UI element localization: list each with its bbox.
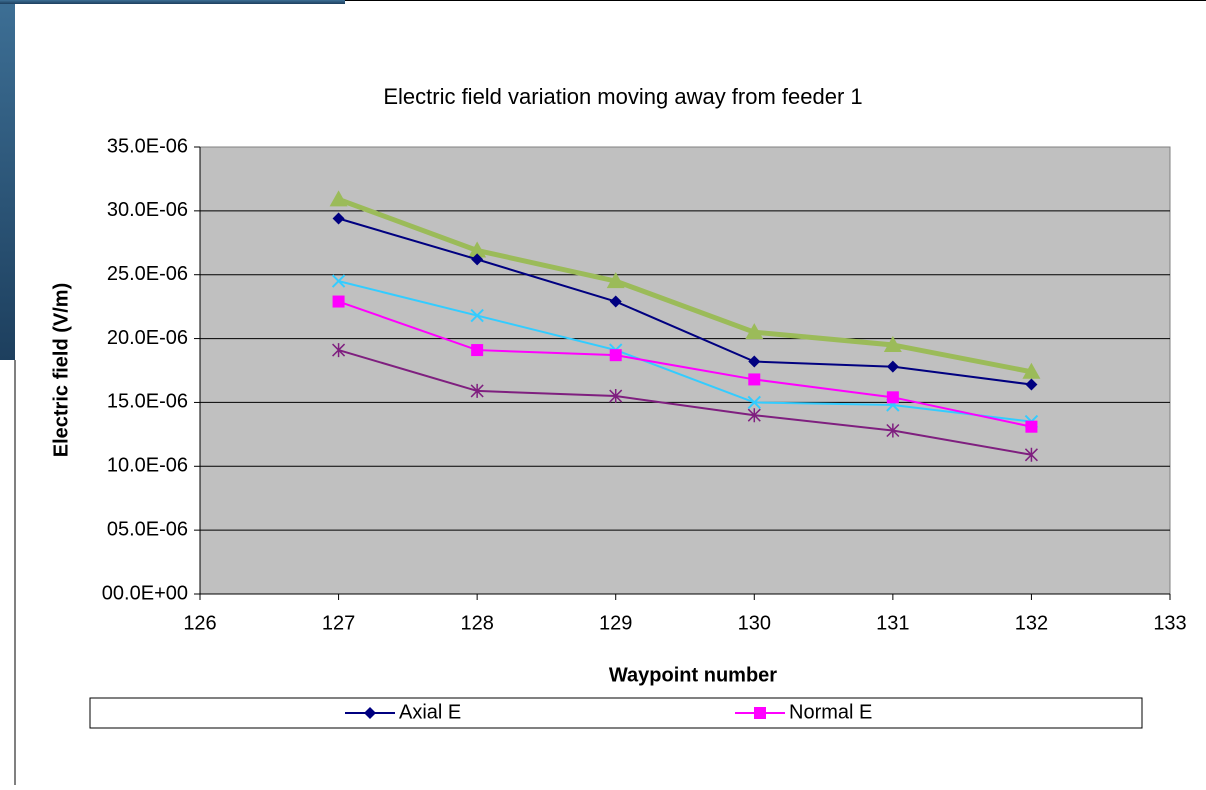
chart-title: Electric field variation moving away fro… [383, 84, 862, 109]
y-tick-label: 35.0E-06 [107, 135, 188, 157]
marker [748, 355, 761, 368]
x-tick-label: 127 [322, 612, 355, 634]
marker [468, 241, 487, 258]
marker [1022, 362, 1041, 379]
x-tick-label: 132 [1015, 612, 1048, 634]
marker [609, 295, 622, 308]
legend-entry: Normal E [735, 701, 872, 723]
legend-label: Axial E [399, 701, 461, 723]
marker [470, 308, 484, 323]
series-line [338, 280, 1032, 423]
marker [745, 323, 764, 340]
y-tick-label: 00.0E+00 [102, 582, 188, 604]
legend-label: Normal E [789, 701, 872, 723]
y-tick-label: 05.0E-06 [107, 518, 188, 540]
x-tick-label: 129 [599, 612, 632, 634]
series-line [338, 217, 1032, 386]
marker [883, 335, 902, 352]
marker [747, 395, 761, 410]
marker [748, 373, 761, 386]
marker [886, 423, 900, 438]
marker [329, 190, 348, 207]
marker [606, 272, 625, 289]
x-axis-label: Waypoint number [609, 664, 777, 686]
y-tick-label: 25.0E-06 [107, 263, 188, 285]
marker [747, 408, 761, 423]
marker [886, 360, 899, 373]
legend [89, 697, 1143, 729]
x-tick-label: 133 [1153, 612, 1186, 634]
marker [332, 343, 346, 358]
marker [332, 212, 345, 225]
series-line [338, 349, 1032, 456]
legend-entry: Axial E [345, 701, 461, 723]
series-line [338, 300, 1032, 428]
marker [1025, 420, 1038, 433]
x-tick-label: 130 [738, 612, 771, 634]
marker [470, 383, 484, 398]
marker [332, 295, 345, 308]
x-tick-label: 131 [876, 612, 909, 634]
background-image [0, 0, 15, 360]
x-tick-label: 128 [460, 612, 493, 634]
marker [886, 391, 899, 404]
marker [754, 707, 766, 719]
marker [609, 349, 622, 362]
series-line [337, 197, 1032, 375]
marker [471, 253, 484, 266]
marker [1024, 447, 1038, 462]
marker [331, 274, 346, 288]
y-axis-label: Electric field (V/m) [50, 283, 72, 458]
marker [364, 707, 376, 719]
x-tick-label: 126 [183, 612, 216, 634]
marker [1025, 378, 1038, 391]
marker [471, 344, 484, 357]
y-tick-label: 30.0E-06 [107, 199, 188, 221]
y-tick-label: 10.0E-06 [107, 455, 188, 477]
y-tick-label: 15.0E-06 [107, 391, 188, 413]
background-image [0, 0, 345, 4]
marker [609, 389, 623, 404]
y-tick-label: 20.0E-06 [107, 327, 188, 349]
